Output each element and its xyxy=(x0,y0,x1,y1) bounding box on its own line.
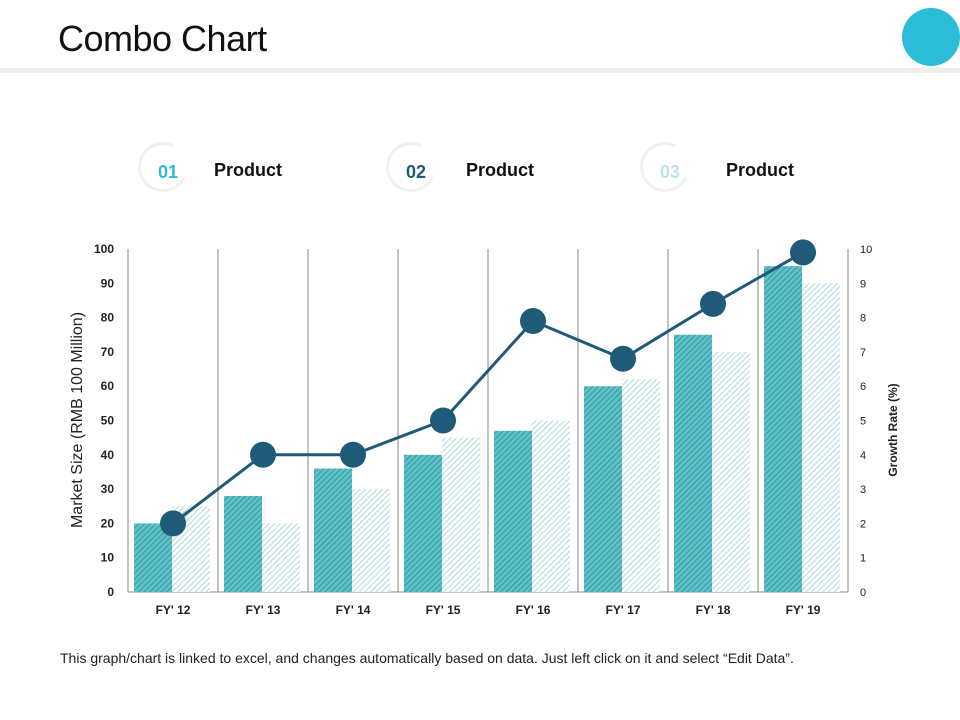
x-tick-label: FY' 19 xyxy=(786,603,821,617)
bar-series-1 xyxy=(494,430,532,592)
chart-line xyxy=(160,239,816,537)
legend-number: 01 xyxy=(158,162,179,182)
bar-series-1 xyxy=(314,468,352,592)
growth-rate-point xyxy=(790,239,816,266)
legend-number: 03 xyxy=(660,162,681,182)
y2-tick-label: 10 xyxy=(860,244,872,256)
y-tick-label: 80 xyxy=(101,311,115,325)
bar-series-1 xyxy=(764,266,802,592)
bar-series-1 xyxy=(134,523,172,592)
x-tick-label: FY' 16 xyxy=(516,603,551,617)
growth-rate-point xyxy=(160,510,186,537)
bar-series-2 xyxy=(532,420,570,592)
y2-tick-label: 2 xyxy=(860,518,866,530)
bar-series-1 xyxy=(674,334,712,592)
y2-tick-label: 9 xyxy=(860,278,866,290)
growth-rate-point xyxy=(430,407,456,434)
y-tick-label: 0 xyxy=(107,585,114,599)
growth-rate-point xyxy=(610,345,636,372)
growth-rate-line xyxy=(172,251,804,525)
y-tick-label: 70 xyxy=(101,345,115,359)
legend-item-02: 02 Product xyxy=(378,134,626,200)
growth-rate-point xyxy=(520,308,546,335)
growth-rate-point xyxy=(700,290,726,317)
y2-tick-label: 7 xyxy=(860,347,866,359)
bar-series-1 xyxy=(584,386,622,592)
legend-number: 02 xyxy=(406,162,427,182)
growth-rate-point xyxy=(340,441,366,468)
bar-series-2 xyxy=(442,437,480,592)
bar-series-2 xyxy=(262,523,300,592)
corner-accent-dot xyxy=(902,8,960,66)
footnote: This graph/chart is linked to excel, and… xyxy=(60,650,794,666)
y2-tick-label: 6 xyxy=(860,381,866,393)
y-tick-label: 100 xyxy=(94,242,114,256)
bar-series-2 xyxy=(712,351,750,592)
x-tick-label: FY' 12 xyxy=(156,603,191,617)
x-tick-label: FY' 13 xyxy=(246,603,281,617)
title-divider xyxy=(0,68,960,73)
y2-tick-label: 5 xyxy=(860,416,866,428)
y2-tick-label: 1 xyxy=(860,553,866,565)
chart-bars xyxy=(134,266,840,592)
legend-item-01: 01 Product xyxy=(130,134,378,200)
x-tick-label: FY' 18 xyxy=(696,603,731,617)
y2-tick-label: 3 xyxy=(860,484,866,496)
x-tick-label: FY' 14 xyxy=(336,603,371,617)
bar-series-1 xyxy=(404,454,442,592)
y-tick-label: 90 xyxy=(101,276,115,290)
y2-axis-label: Growth Rate (%) xyxy=(886,383,900,476)
chart-axes: 0 10 20 30 40 50 60 70 80 90 100 0 1 2 3 4 5 6 7 8 9 10 FY' 12… xyxy=(94,242,872,617)
legend-label: Product xyxy=(214,160,283,180)
bar-series-1 xyxy=(224,495,262,592)
y-tick-label: 10 xyxy=(101,551,115,565)
y2-tick-label: 0 xyxy=(860,587,866,599)
legend-label: Product xyxy=(726,160,795,180)
x-tick-label: FY' 17 xyxy=(606,603,641,617)
y-tick-label: 50 xyxy=(101,414,115,428)
y-tick-label: 40 xyxy=(101,448,115,462)
bar-series-2 xyxy=(622,379,660,592)
y-axis-label: Market Size (RMB 100 Million) xyxy=(69,312,86,528)
legend-label: Product xyxy=(466,160,535,180)
y-tick-label: 20 xyxy=(101,516,115,530)
y2-tick-label: 8 xyxy=(860,313,866,325)
x-tick-label: FY' 15 xyxy=(426,603,461,617)
legend-item-03: 03 Product xyxy=(632,134,880,200)
bar-series-2 xyxy=(802,283,840,592)
growth-rate-point xyxy=(250,441,276,468)
y-tick-label: 60 xyxy=(101,379,115,393)
bar-series-2 xyxy=(352,489,390,592)
y-tick-label: 30 xyxy=(101,482,115,496)
y2-tick-label: 4 xyxy=(860,450,866,462)
page-title: Combo Chart xyxy=(58,18,267,59)
